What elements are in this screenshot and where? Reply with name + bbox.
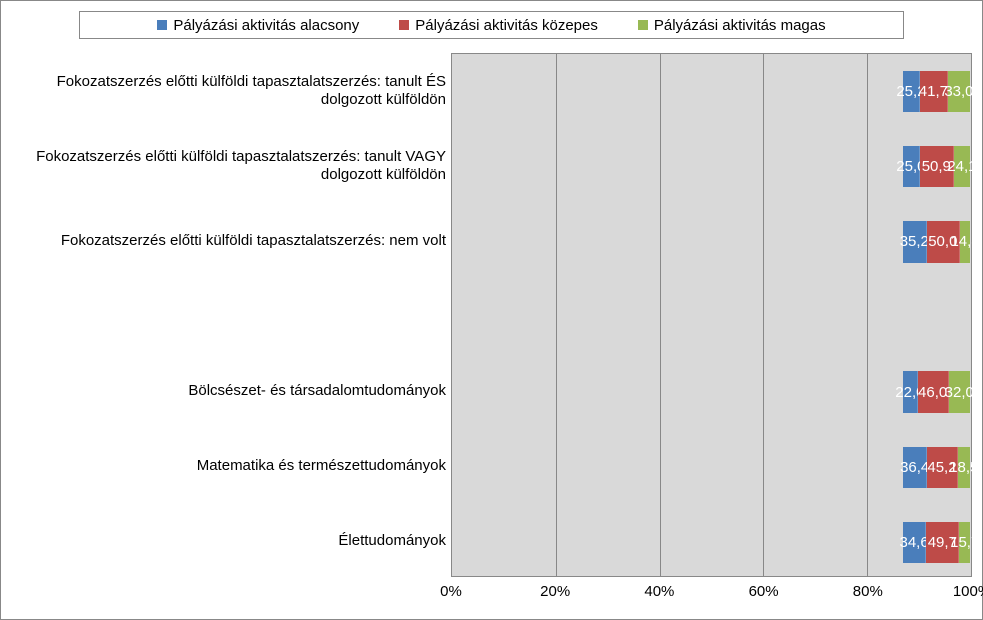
bar-row: 25,241,733,0: [902, 71, 971, 112]
bar-segment: 36,4: [903, 447, 927, 488]
stacked-bar: 22,046,032,0: [903, 371, 970, 412]
category-label: Élettudományok: [6, 532, 446, 550]
bar-row: 22,046,032,0: [902, 371, 971, 412]
legend-label-high: Pályázási aktivitás magas: [654, 17, 826, 34]
gridlines: [452, 54, 971, 576]
legend-swatch-mid: [399, 20, 409, 30]
category-label: Fokozatszerzés előtti külföldi tapasztal…: [6, 232, 446, 250]
bar-segment: 22,0: [903, 371, 918, 412]
category-label: Matematika és természettudományok: [6, 457, 446, 475]
bar-row: 36,445,218,5: [902, 447, 971, 488]
bar-segment: 15,7: [959, 522, 970, 563]
legend-label-low: Pályázási aktivitás alacsony: [173, 17, 359, 34]
stacked-bar: 35,250,014,8: [903, 221, 970, 262]
legend-label-mid: Pályázási aktivitás közepes: [415, 17, 598, 34]
bar-row: 35,250,014,8: [902, 221, 971, 262]
category-label: Fokozatszerzés előtti külföldi tapasztal…: [6, 73, 446, 109]
plot-area: 25,241,733,0 25,050,924,1 35,250,014,8 22,0…: [1, 53, 972, 605]
legend-swatch-low: [157, 20, 167, 30]
stacked-bar: 36,445,218,5: [903, 447, 970, 488]
legend-item-low: Pályázási aktivitás alacsony: [157, 17, 359, 34]
bar-segment: 14,8: [960, 221, 970, 262]
gridline: [867, 54, 868, 576]
x-tick: 20%: [540, 583, 570, 600]
bar-segment: 24,1: [954, 146, 970, 187]
x-tick: 40%: [644, 583, 674, 600]
legend: Pályázási aktivitás alacsony Pályázási a…: [79, 11, 904, 39]
bar-segment: 25,2: [903, 71, 920, 112]
bar-segment: 32,0: [949, 371, 970, 412]
bar-segment: 25,0: [903, 146, 920, 187]
legend-item-high: Pályázási aktivitás magas: [638, 17, 826, 34]
bars-area: 25,241,733,0 25,050,924,1 35,250,014,8 22,0…: [451, 53, 972, 577]
bar-segment: 35,2: [903, 221, 927, 262]
category-label: Fokozatszerzés előtti külföldi tapasztal…: [6, 148, 446, 184]
stacked-bar: 25,241,733,0: [903, 71, 970, 112]
x-tick: 100%: [953, 583, 983, 600]
stacked-bar: 25,050,924,1: [903, 146, 970, 187]
gridline: [556, 54, 557, 576]
x-tick: 0%: [440, 583, 462, 600]
category-label: Bölcsészet- és társadalomtudományok: [6, 382, 446, 400]
bar-segment: 34,6: [903, 522, 926, 563]
bar-segment: 18,5: [958, 447, 970, 488]
x-tick: 60%: [749, 583, 779, 600]
gridline: [660, 54, 661, 576]
bar-row: 25,050,924,1: [902, 146, 971, 187]
stacked-bar: 34,649,715,7: [903, 522, 970, 563]
bar-row: 34,649,715,7: [902, 522, 971, 563]
chart-container: Pályázási aktivitás alacsony Pályázási a…: [0, 0, 983, 620]
x-axis: 0%20%40%60%80%100%: [451, 577, 972, 605]
y-axis-labels: [1, 53, 451, 577]
gridline: [763, 54, 764, 576]
x-tick: 80%: [853, 583, 883, 600]
legend-item-mid: Pályázási aktivitás közepes: [399, 17, 598, 34]
bar-segment: 33,0: [948, 71, 970, 112]
legend-swatch-high: [638, 20, 648, 30]
